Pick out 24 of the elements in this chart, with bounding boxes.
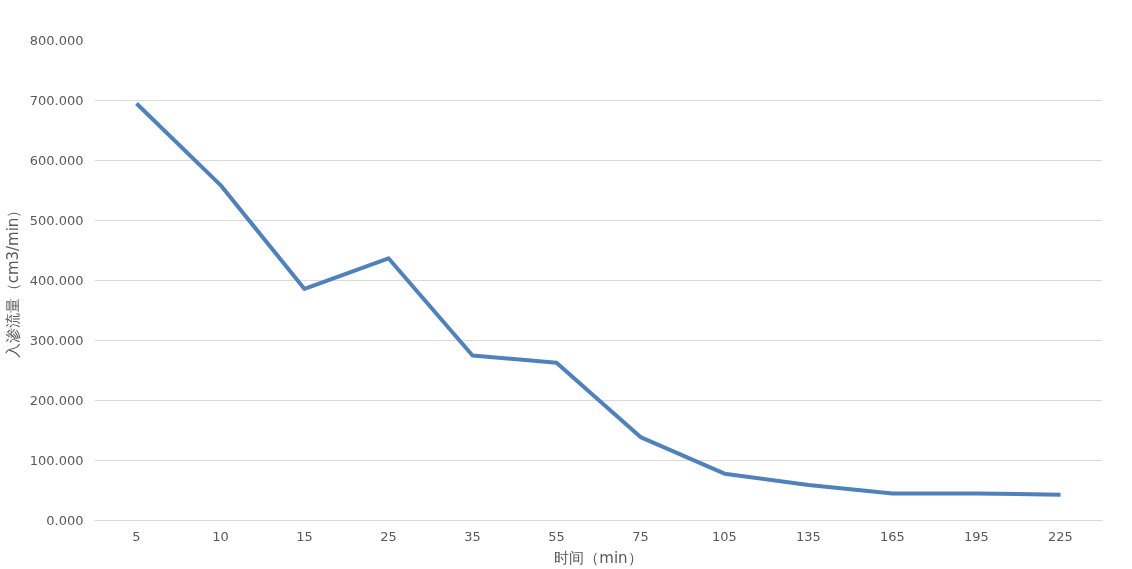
y-tick-label: 200.000 bbox=[29, 393, 84, 408]
x-tick-label: 75 bbox=[632, 528, 649, 544]
y-tick-label: 600.000 bbox=[29, 153, 84, 168]
x-tick-label: 35 bbox=[464, 528, 481, 544]
y-tick-label: 100.000 bbox=[29, 453, 84, 468]
x-tick-label: 195 bbox=[964, 528, 989, 544]
y-tick-label: 500.000 bbox=[29, 213, 84, 228]
y-tick-label: 800.000 bbox=[29, 33, 84, 48]
x-axis-title: 时间（min） bbox=[554, 548, 643, 567]
x-tick-label: 135 bbox=[796, 528, 821, 544]
y-tick-label: 300.000 bbox=[29, 333, 84, 348]
x-tick-label: 165 bbox=[880, 528, 905, 544]
x-tick-label: 10 bbox=[212, 528, 229, 544]
x-tick-label: 225 bbox=[1048, 528, 1073, 544]
y-tick-label: 0.000 bbox=[46, 513, 84, 528]
x-tick-label: 15 bbox=[296, 528, 313, 544]
y-tick-label: 400.000 bbox=[29, 273, 84, 288]
x-tick-label: 105 bbox=[712, 528, 737, 544]
line-series bbox=[134, 101, 1063, 497]
y-tick-label: 700.000 bbox=[29, 93, 84, 108]
x-tick-label: 55 bbox=[548, 528, 565, 544]
x-tick-label: 5 bbox=[132, 528, 141, 544]
x-tick-label: 25 bbox=[380, 528, 397, 544]
y-axis-title: 入渗流量（cm3/min） bbox=[3, 202, 22, 359]
